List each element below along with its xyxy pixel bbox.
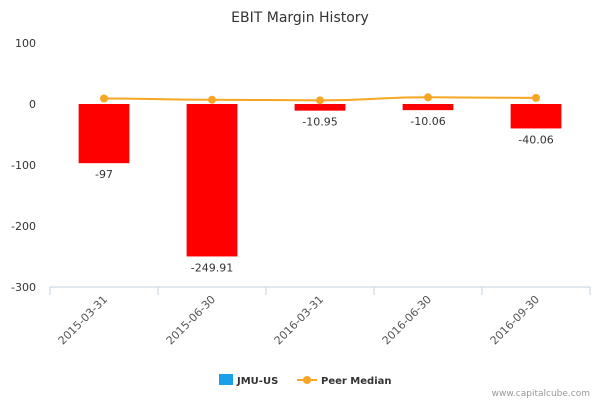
y-tick-label: 0 — [29, 98, 36, 111]
legend-label-jmu: JMU-US — [236, 376, 278, 387]
chart-title: EBIT Margin History — [231, 10, 369, 26]
y-tick-label: -100 — [11, 159, 36, 172]
y-tick-label: 100 — [15, 37, 36, 50]
x-tick-label: 2015-06-30 — [164, 293, 218, 347]
bar — [78, 104, 130, 164]
y-axis: 100 0 -100 -200 -300 — [11, 37, 36, 294]
x-tick-label: 2016-09-30 — [488, 293, 542, 347]
peer-median-point — [424, 93, 432, 102]
y-tick-label: -200 — [11, 220, 36, 233]
peer-median-point — [532, 93, 540, 102]
bar-data-label: -97 — [95, 168, 113, 181]
legend: JMU-US Peer Median — [219, 374, 392, 387]
peer-median-point — [100, 94, 108, 103]
x-tick-label: 2016-06-30 — [380, 293, 434, 347]
bar-data-label: -10.95 — [302, 116, 337, 129]
bar — [510, 104, 562, 129]
bar-data-label: -249.91 — [191, 261, 233, 274]
bar — [186, 104, 238, 257]
peer-median-point — [208, 95, 216, 104]
legend-label-peer: Peer Median — [321, 376, 392, 387]
x-tick-label: 2016-03-31 — [272, 293, 326, 347]
credit-text: www.capitalcube.com — [492, 389, 590, 399]
bar — [402, 104, 454, 111]
legend-swatch-jmu — [219, 374, 233, 385]
peer-median-point — [316, 96, 324, 105]
y-tick-label: -300 — [11, 281, 36, 294]
bar-data-label: -10.06 — [410, 115, 445, 128]
bar — [294, 104, 346, 111]
peer-median-series — [100, 93, 540, 105]
x-tick-label: 2015-03-31 — [56, 293, 110, 347]
bar-data-label: -40.06 — [518, 133, 553, 146]
bar-series — [78, 104, 562, 257]
x-axis: 2015-03-31 2015-06-30 2016-03-31 2016-06-30… — [49, 286, 591, 347]
legend-marker-peer — [303, 376, 311, 384]
data-labels: -97 -249.91 -10.95 -10.06 -40.06 — [95, 115, 554, 274]
